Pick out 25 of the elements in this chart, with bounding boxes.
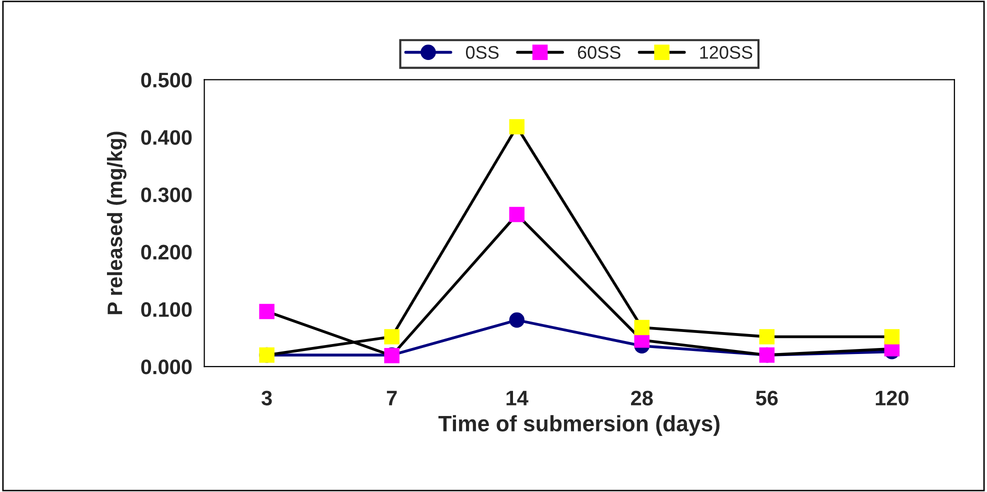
y-tick-label: 0.400 xyxy=(141,130,192,145)
y-tick-label: 0.000 xyxy=(141,360,192,374)
x-tick-label: 14 xyxy=(506,390,528,406)
point xyxy=(384,329,400,344)
y-axis-title: P released (mg/kg) xyxy=(106,132,126,314)
point xyxy=(884,329,900,344)
x-tick-label: 7 xyxy=(386,390,397,406)
point xyxy=(759,329,775,344)
y-tick-label: 0.300 xyxy=(141,187,192,202)
legend-label: 0SS xyxy=(466,46,499,59)
y-tick-label: 0.100 xyxy=(141,302,192,317)
x-tick-label: 120 xyxy=(876,390,908,406)
x-axis-title: Time of submersion (days) xyxy=(438,415,720,436)
point xyxy=(509,206,524,222)
y-tick-label: 0.200 xyxy=(141,244,192,260)
x-tick-label: 28 xyxy=(631,390,653,406)
point xyxy=(509,119,524,134)
point xyxy=(509,312,524,328)
legend-label: 60SS xyxy=(578,46,620,59)
y-tick-label: 0.500 xyxy=(141,72,192,88)
x-tick-label: 3 xyxy=(262,390,272,406)
x-tick-label: 56 xyxy=(756,390,778,406)
point xyxy=(259,304,274,320)
legend-label: 120SS xyxy=(700,46,752,59)
point xyxy=(634,320,650,336)
